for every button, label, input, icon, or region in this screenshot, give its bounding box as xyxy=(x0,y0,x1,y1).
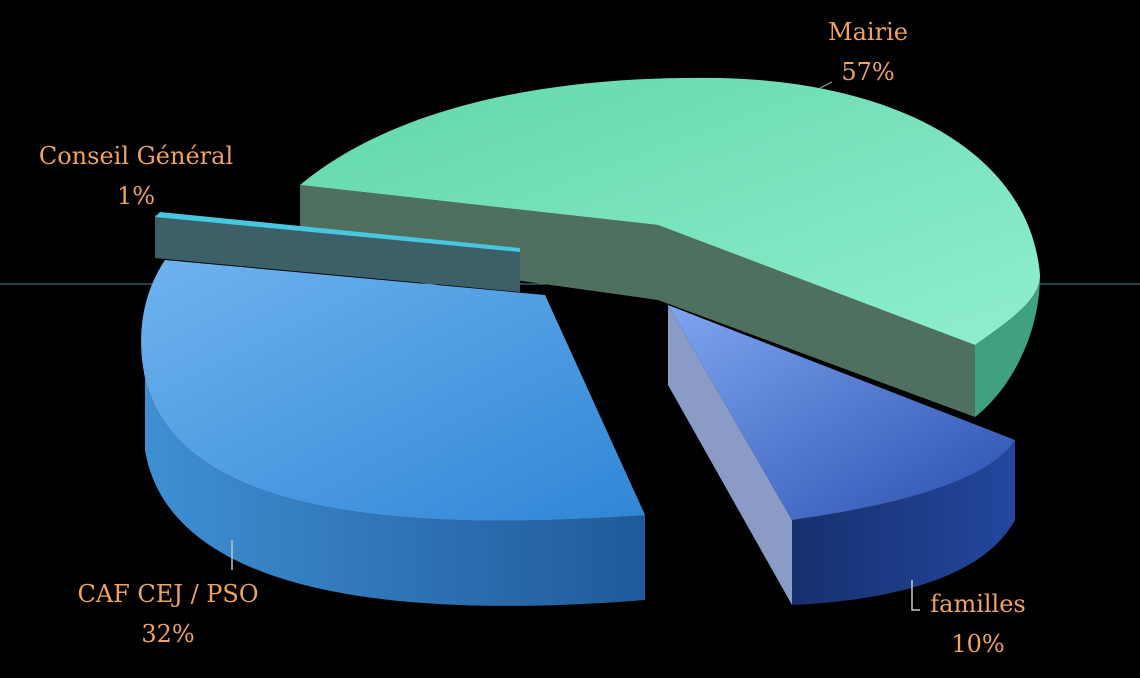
label-mairie: Mairie xyxy=(828,18,908,46)
slice-conseil-general-side xyxy=(155,215,520,292)
label-conseil-general: Conseil Général xyxy=(39,142,233,170)
slice-mairie-outer-side xyxy=(975,275,1040,417)
slice-familles-top xyxy=(668,305,1015,520)
leader-line-mairie xyxy=(819,81,833,89)
value-label-caf: 32% xyxy=(141,620,194,648)
value-label-conseil-general: 1% xyxy=(117,182,155,210)
slice-caf-top xyxy=(141,260,645,521)
slice-familles xyxy=(668,305,1015,605)
leader-line-familles xyxy=(911,580,920,611)
slice-familles-outer-side xyxy=(792,440,1015,605)
slice-mairie-back-side xyxy=(300,185,658,300)
value-label-mairie: 57% xyxy=(841,58,894,86)
label-familles: familles xyxy=(930,590,1026,618)
value-label-familles: 10% xyxy=(951,630,1004,658)
slice-mairie xyxy=(300,77,1040,417)
slice-mairie-cut-side xyxy=(658,225,975,417)
slice-mairie-top xyxy=(300,77,1040,345)
label-caf: CAF CEJ / PSO xyxy=(77,580,258,608)
slice-caf-outer-side xyxy=(145,378,645,606)
slice-caf xyxy=(141,260,645,606)
slice-conseil-general xyxy=(155,212,520,292)
slice-conseil-general-top xyxy=(155,212,520,252)
slice-familles-cut-side xyxy=(668,305,792,605)
